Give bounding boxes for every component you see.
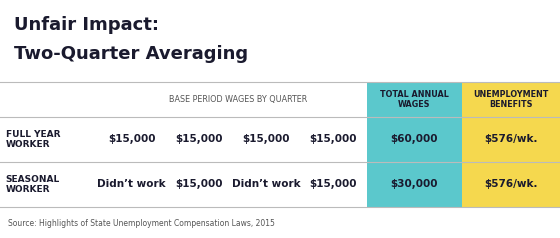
FancyBboxPatch shape <box>462 162 560 207</box>
FancyBboxPatch shape <box>0 162 98 207</box>
FancyBboxPatch shape <box>300 82 367 117</box>
FancyBboxPatch shape <box>232 117 300 162</box>
Text: $30,000: $30,000 <box>391 179 438 189</box>
FancyBboxPatch shape <box>367 82 462 117</box>
Text: Two-Quarter Averaging: Two-Quarter Averaging <box>14 45 248 63</box>
Text: BASE PERIOD WAGES BY QUARTER: BASE PERIOD WAGES BY QUARTER <box>169 95 307 104</box>
FancyBboxPatch shape <box>0 117 98 162</box>
Text: $576/wk.: $576/wk. <box>484 134 538 144</box>
FancyBboxPatch shape <box>232 82 300 117</box>
FancyBboxPatch shape <box>300 162 367 207</box>
Text: Source: Highlights of State Unemployment Compensation Laws, 2015: Source: Highlights of State Unemployment… <box>8 219 276 228</box>
Text: $15,000: $15,000 <box>108 134 155 144</box>
Text: Unfair Impact:: Unfair Impact: <box>14 16 159 34</box>
Text: Didn’t work: Didn’t work <box>97 179 166 189</box>
Text: TOTAL ANNUAL
WAGES: TOTAL ANNUAL WAGES <box>380 90 449 109</box>
FancyBboxPatch shape <box>165 162 232 207</box>
Text: FULL YEAR
WORKER: FULL YEAR WORKER <box>6 129 60 149</box>
FancyBboxPatch shape <box>98 82 165 117</box>
FancyBboxPatch shape <box>98 162 165 207</box>
FancyBboxPatch shape <box>232 162 300 207</box>
Text: $15,000: $15,000 <box>242 134 290 144</box>
FancyBboxPatch shape <box>0 82 98 117</box>
Text: $15,000: $15,000 <box>175 179 222 189</box>
Text: $15,000: $15,000 <box>175 134 222 144</box>
Text: $15,000: $15,000 <box>310 134 357 144</box>
FancyBboxPatch shape <box>300 117 367 162</box>
Text: $60,000: $60,000 <box>391 134 438 144</box>
FancyBboxPatch shape <box>367 162 462 207</box>
FancyBboxPatch shape <box>98 117 165 162</box>
Text: Didn’t work: Didn’t work <box>232 179 300 189</box>
Text: $15,000: $15,000 <box>310 179 357 189</box>
FancyBboxPatch shape <box>367 117 462 162</box>
Text: SEASONAL
WORKER: SEASONAL WORKER <box>6 175 60 194</box>
FancyBboxPatch shape <box>165 82 232 117</box>
Text: UNEMPLOYMENT
BENEFITS: UNEMPLOYMENT BENEFITS <box>473 90 549 109</box>
FancyBboxPatch shape <box>165 117 232 162</box>
Text: $576/wk.: $576/wk. <box>484 179 538 189</box>
FancyBboxPatch shape <box>462 117 560 162</box>
FancyBboxPatch shape <box>462 82 560 117</box>
